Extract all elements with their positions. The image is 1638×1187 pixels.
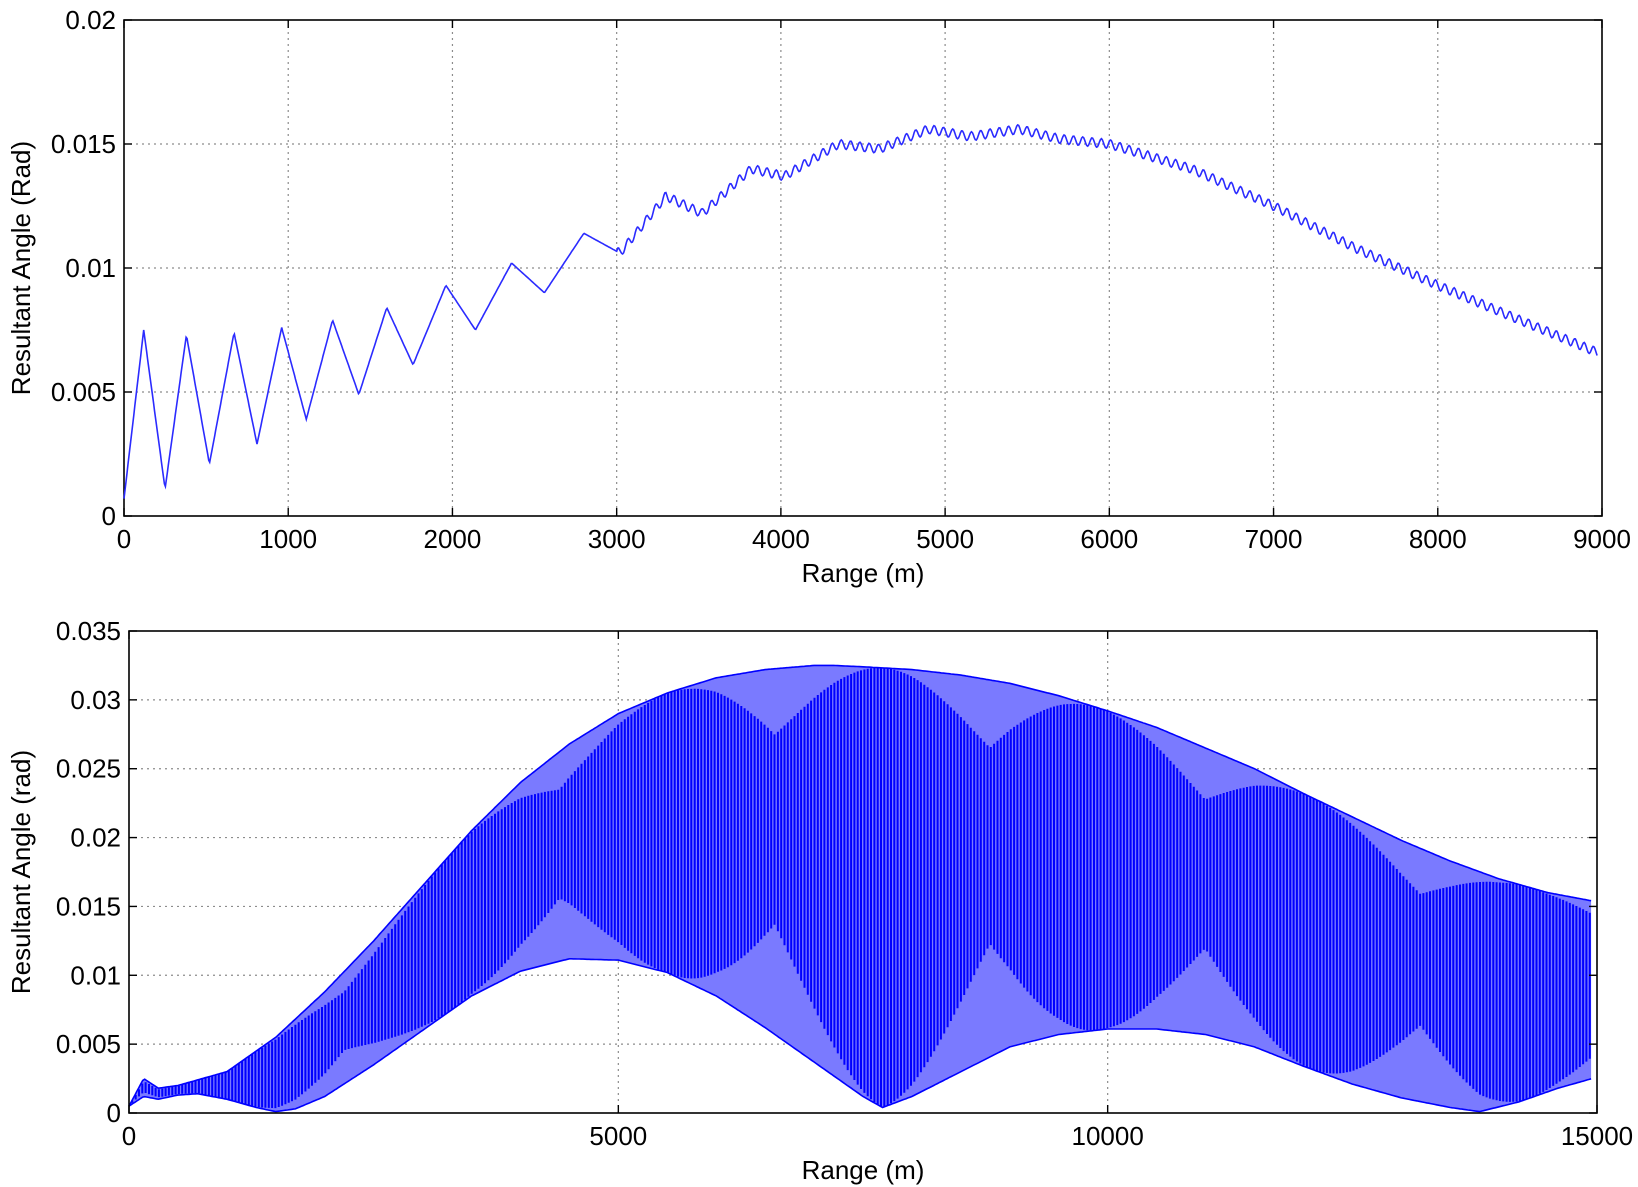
top-grid [124, 20, 1602, 516]
bottom-y-axis-label: Resultant Angle (rad) [6, 750, 36, 994]
bot-ytick-label: 0 [107, 1098, 121, 1128]
top-xtick-label: 8000 [1409, 524, 1467, 554]
top-xtick-label: 9000 [1573, 524, 1631, 554]
top-y-axis-label: Resultant Angle (Rad) [6, 141, 36, 395]
bot-ytick-label: 0.01 [70, 960, 121, 990]
top-xtick-label: 1000 [259, 524, 317, 554]
top-x-axis-label: Range (m) [802, 558, 925, 588]
bottom-plot-frame [128, 630, 1598, 1114]
top-ytick-label: 0.02 [65, 5, 116, 35]
top-ytick-label: 0.01 [65, 253, 116, 283]
bot-ytick-label: 0.02 [70, 823, 121, 853]
bottom-upper-envelope [128, 664, 1592, 1107]
bot-xtick-label: 10000 [1072, 1121, 1144, 1151]
bot-ytick-label: 0.015 [56, 891, 121, 921]
bot-ytick-label: 0.03 [70, 685, 121, 715]
bottom-lower-envelope [128, 957, 1592, 1113]
top-xtick-label: 7000 [1245, 524, 1303, 554]
top-ytick-label: 0.005 [51, 377, 116, 407]
bottom-x-axis-label: Range (m) [802, 1155, 925, 1185]
top-xtick-label: 6000 [1080, 524, 1138, 554]
top-x-tick-labels: 0 1000 2000 3000 4000 5000 6000 7000 8000 9000 [117, 524, 1631, 554]
top-xtick-label: 5000 [916, 524, 974, 554]
bot-ytick-label: 0.025 [56, 754, 121, 784]
bot-xtick-label: 5000 [589, 1121, 647, 1151]
top-y-tick-labels: 0 0.005 0.01 0.015 0.02 [51, 5, 116, 531]
bottom-y-tick-labels: 0 0.005 0.01 0.015 0.02 0.025 0.03 0.035 [56, 616, 121, 1128]
top-panel: 0 1000 2000 3000 4000 5000 6000 7000 8000 9000 00… [6, 5, 1631, 588]
bottom-oscillation-stripes [131, 667, 1591, 1109]
bottom-x-tick-labels: 0 5000 10000 15000 [122, 1121, 1633, 1151]
bottom-ticks [128, 630, 1598, 1114]
top-ticks [123, 19, 1603, 517]
top-xtick-label: 2000 [424, 524, 482, 554]
top-xtick-label: 4000 [752, 524, 810, 554]
top-ytick-label: 0 [102, 501, 116, 531]
bot-ytick-label: 0.035 [56, 616, 121, 646]
top-series-line [123, 123, 1598, 499]
top-xtick-label: 3000 [588, 524, 646, 554]
bot-xtick-label: 0 [122, 1121, 136, 1151]
top-ytick-label: 0.015 [51, 129, 116, 159]
bot-ytick-label: 0.005 [56, 1029, 121, 1059]
bottom-panel: 0 5000 10000 15000 0 0.005 0.01 0.015 0.02 0.025… [6, 616, 1633, 1185]
bot-xtick-label: 15000 [1561, 1121, 1633, 1151]
top-xtick-label: 0 [117, 524, 131, 554]
